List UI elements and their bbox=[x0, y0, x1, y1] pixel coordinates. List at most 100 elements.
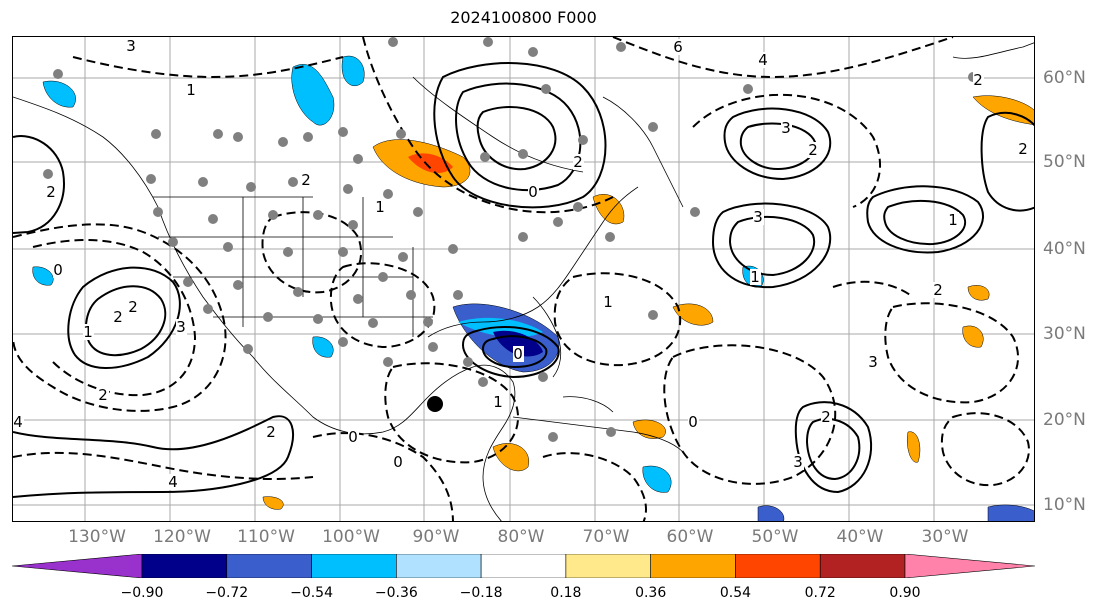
colorbar-segment bbox=[819, 554, 906, 578]
contour-label: 3 bbox=[781, 119, 791, 137]
colorbar-segment bbox=[226, 554, 312, 578]
contour-label-bg bbox=[933, 282, 944, 298]
contour-label: 0 bbox=[528, 183, 538, 201]
contour-label-bg bbox=[948, 212, 959, 228]
colorbar bbox=[12, 554, 1035, 578]
contour-label-bg bbox=[868, 354, 879, 370]
contour-label: 1 bbox=[603, 293, 613, 311]
contour-label-bg bbox=[186, 82, 197, 98]
contour-label: 3 bbox=[868, 353, 878, 371]
storm-center-marker bbox=[427, 396, 443, 412]
colorbar-segment bbox=[735, 554, 821, 578]
contour-label: 0 bbox=[393, 453, 403, 471]
contour-label: 0 bbox=[513, 345, 523, 363]
contour-label: 1 bbox=[493, 393, 503, 411]
contour-label-bg bbox=[375, 199, 386, 215]
contour-label-bg bbox=[973, 72, 984, 88]
contour-label-bg bbox=[603, 294, 614, 310]
contour-label: 1 bbox=[750, 268, 760, 286]
colorbar-tick-label: 0.18 bbox=[550, 585, 582, 601]
lon-label: 110°W bbox=[237, 527, 295, 547]
colorbar-segment bbox=[650, 554, 736, 578]
contour-label: 4 bbox=[13, 413, 23, 431]
lon-label: 60°W bbox=[666, 527, 714, 547]
lat-label: 40°N bbox=[1043, 239, 1086, 259]
shaded-anomalies bbox=[32, 55, 1034, 521]
colorbar-segment bbox=[311, 554, 397, 578]
contour-label-bg bbox=[128, 299, 139, 315]
contour-label: 2 bbox=[821, 408, 831, 426]
colorbar-segment bbox=[396, 554, 482, 578]
contour-label: 2 bbox=[128, 298, 138, 316]
coastlines bbox=[13, 42, 1034, 521]
contour-label-bg bbox=[301, 172, 312, 188]
colorbar-tick-label: 0.72 bbox=[804, 585, 836, 601]
contour-label-bg bbox=[793, 454, 804, 470]
contour-label: 2 bbox=[973, 71, 983, 89]
colorbar-tick-label: −0.90 bbox=[120, 585, 164, 601]
contour-label: 2 bbox=[808, 141, 818, 159]
contour-label: 3 bbox=[793, 453, 803, 471]
contour-label-bg bbox=[673, 39, 684, 55]
contour-label: 2 bbox=[301, 171, 311, 189]
contours-solid bbox=[13, 62, 1034, 498]
contour-label: 1 bbox=[186, 81, 196, 99]
colorbar-segment bbox=[480, 554, 567, 578]
lon-label: 70°W bbox=[582, 527, 630, 547]
contour-label: 1 bbox=[948, 211, 958, 229]
contour-label-bg bbox=[781, 120, 792, 136]
contour-label-bg bbox=[758, 52, 769, 68]
contour-label: 0 bbox=[53, 261, 63, 279]
colorbar-tick-label: −0.72 bbox=[205, 585, 249, 601]
contour-label: 6 bbox=[673, 38, 683, 56]
contour-label-bg bbox=[83, 324, 94, 340]
contour-label: 0 bbox=[348, 428, 358, 446]
station-markers bbox=[43, 37, 978, 442]
colorbar-extend-high bbox=[904, 554, 1035, 578]
contour-label-bg bbox=[266, 424, 277, 440]
contour-label-bg bbox=[168, 474, 179, 490]
contour-label-bg bbox=[493, 394, 504, 410]
colorbar-extend-low bbox=[12, 554, 143, 578]
contour-label-bg bbox=[126, 38, 137, 54]
contour-label: 4 bbox=[168, 473, 178, 491]
contour-label-bg bbox=[528, 184, 539, 200]
contour-label: 2 bbox=[46, 183, 56, 201]
lat-label: 10°N bbox=[1043, 495, 1086, 515]
contour-label-bg bbox=[113, 309, 124, 325]
contour-label-bg bbox=[348, 429, 359, 445]
contour-label-bg bbox=[98, 387, 109, 403]
lat-label: 30°N bbox=[1043, 324, 1086, 344]
contour-label: 2 bbox=[933, 281, 943, 299]
contour-label: 3 bbox=[126, 37, 136, 55]
map-title: 2024100800 F000 bbox=[450, 8, 597, 27]
contour-label: 2 bbox=[113, 308, 123, 326]
contour-label-bg bbox=[13, 414, 24, 430]
contour-label: 1 bbox=[375, 198, 385, 216]
contour-label-bg bbox=[573, 154, 584, 170]
contour-label-bg bbox=[750, 269, 761, 285]
lat-label: 20°N bbox=[1043, 410, 1086, 430]
contour-label-bg bbox=[1018, 141, 1029, 157]
contour-label: 2 bbox=[266, 423, 276, 441]
contours-dashed bbox=[13, 37, 1030, 521]
contour-label-bg bbox=[46, 184, 57, 200]
contour-label-bg bbox=[753, 209, 764, 225]
colorbar-segment bbox=[565, 554, 651, 578]
lon-label: 50°W bbox=[751, 527, 799, 547]
colorbar-tick-label: −0.36 bbox=[374, 585, 418, 601]
lon-label: 100°W bbox=[322, 527, 380, 547]
colorbar-tick-label: 0.36 bbox=[635, 585, 667, 601]
contour-label: 4 bbox=[758, 51, 768, 69]
colorbar-tick-label: −0.54 bbox=[290, 585, 333, 601]
contour-label-bg bbox=[53, 262, 64, 278]
contour-label: 2 bbox=[98, 386, 108, 404]
lon-label: 40°W bbox=[836, 527, 884, 547]
colorbar-tick-label: 0.90 bbox=[889, 585, 921, 601]
contour-label-bg bbox=[821, 409, 832, 425]
contour-label: 3 bbox=[753, 208, 763, 226]
contour-label: 3 bbox=[176, 318, 186, 336]
lat-label: 60°N bbox=[1043, 68, 1086, 88]
